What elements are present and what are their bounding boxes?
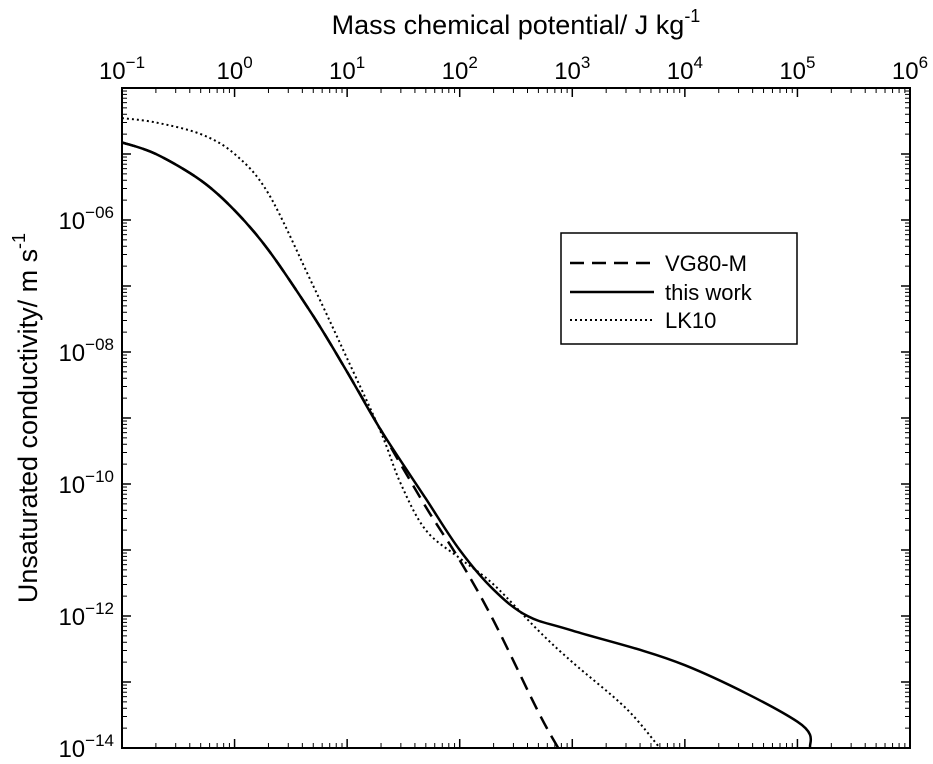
y-tick-label: 10−06 <box>58 203 114 235</box>
y-tick-label: 10−14 <box>58 731 114 763</box>
x-axis-ticks: 10−1 100 101 102 103 104 105 106 <box>99 53 928 748</box>
legend: VG80-M this work LK10 <box>560 232 798 345</box>
series-line-lk10 <box>121 117 661 749</box>
y-tick-label: 10−10 <box>58 467 114 499</box>
x-axis-title-superscript: -1 <box>684 6 700 26</box>
x-tick-label: 101 <box>329 53 365 85</box>
legend-label-lk10: LK10 <box>665 308 716 333</box>
x-tick-label: 10−1 <box>99 53 145 85</box>
y-axis-ticks: 10−14 10−12 10−10 10−08 10−06 <box>58 87 910 763</box>
series-layer <box>121 117 813 749</box>
y-tick-label: 10−08 <box>58 335 114 367</box>
x-tick-label: 100 <box>216 53 252 85</box>
plot-area <box>121 87 911 749</box>
x-tick-label: 103 <box>554 53 590 85</box>
series-line-this-work <box>121 141 813 749</box>
x-tick-label: 104 <box>667 53 703 85</box>
x-tick-label: 105 <box>779 53 815 85</box>
x-axis-title: Mass chemical potential/ J kg-1 <box>332 6 701 40</box>
x-tick-label: 106 <box>892 53 928 85</box>
y-tick-label: 10−12 <box>58 599 114 631</box>
legend-box <box>560 232 798 345</box>
series-line-vg80-m <box>121 141 560 749</box>
y-axis-title: Unsaturated conductivity/ m s-1 <box>9 233 43 603</box>
x-tick-label: 102 <box>442 53 478 85</box>
y-axis-title-superscript: -1 <box>9 233 29 249</box>
legend-label-this-work: this work <box>665 280 753 305</box>
legend-label-vg80m: VG80-M <box>665 251 747 276</box>
